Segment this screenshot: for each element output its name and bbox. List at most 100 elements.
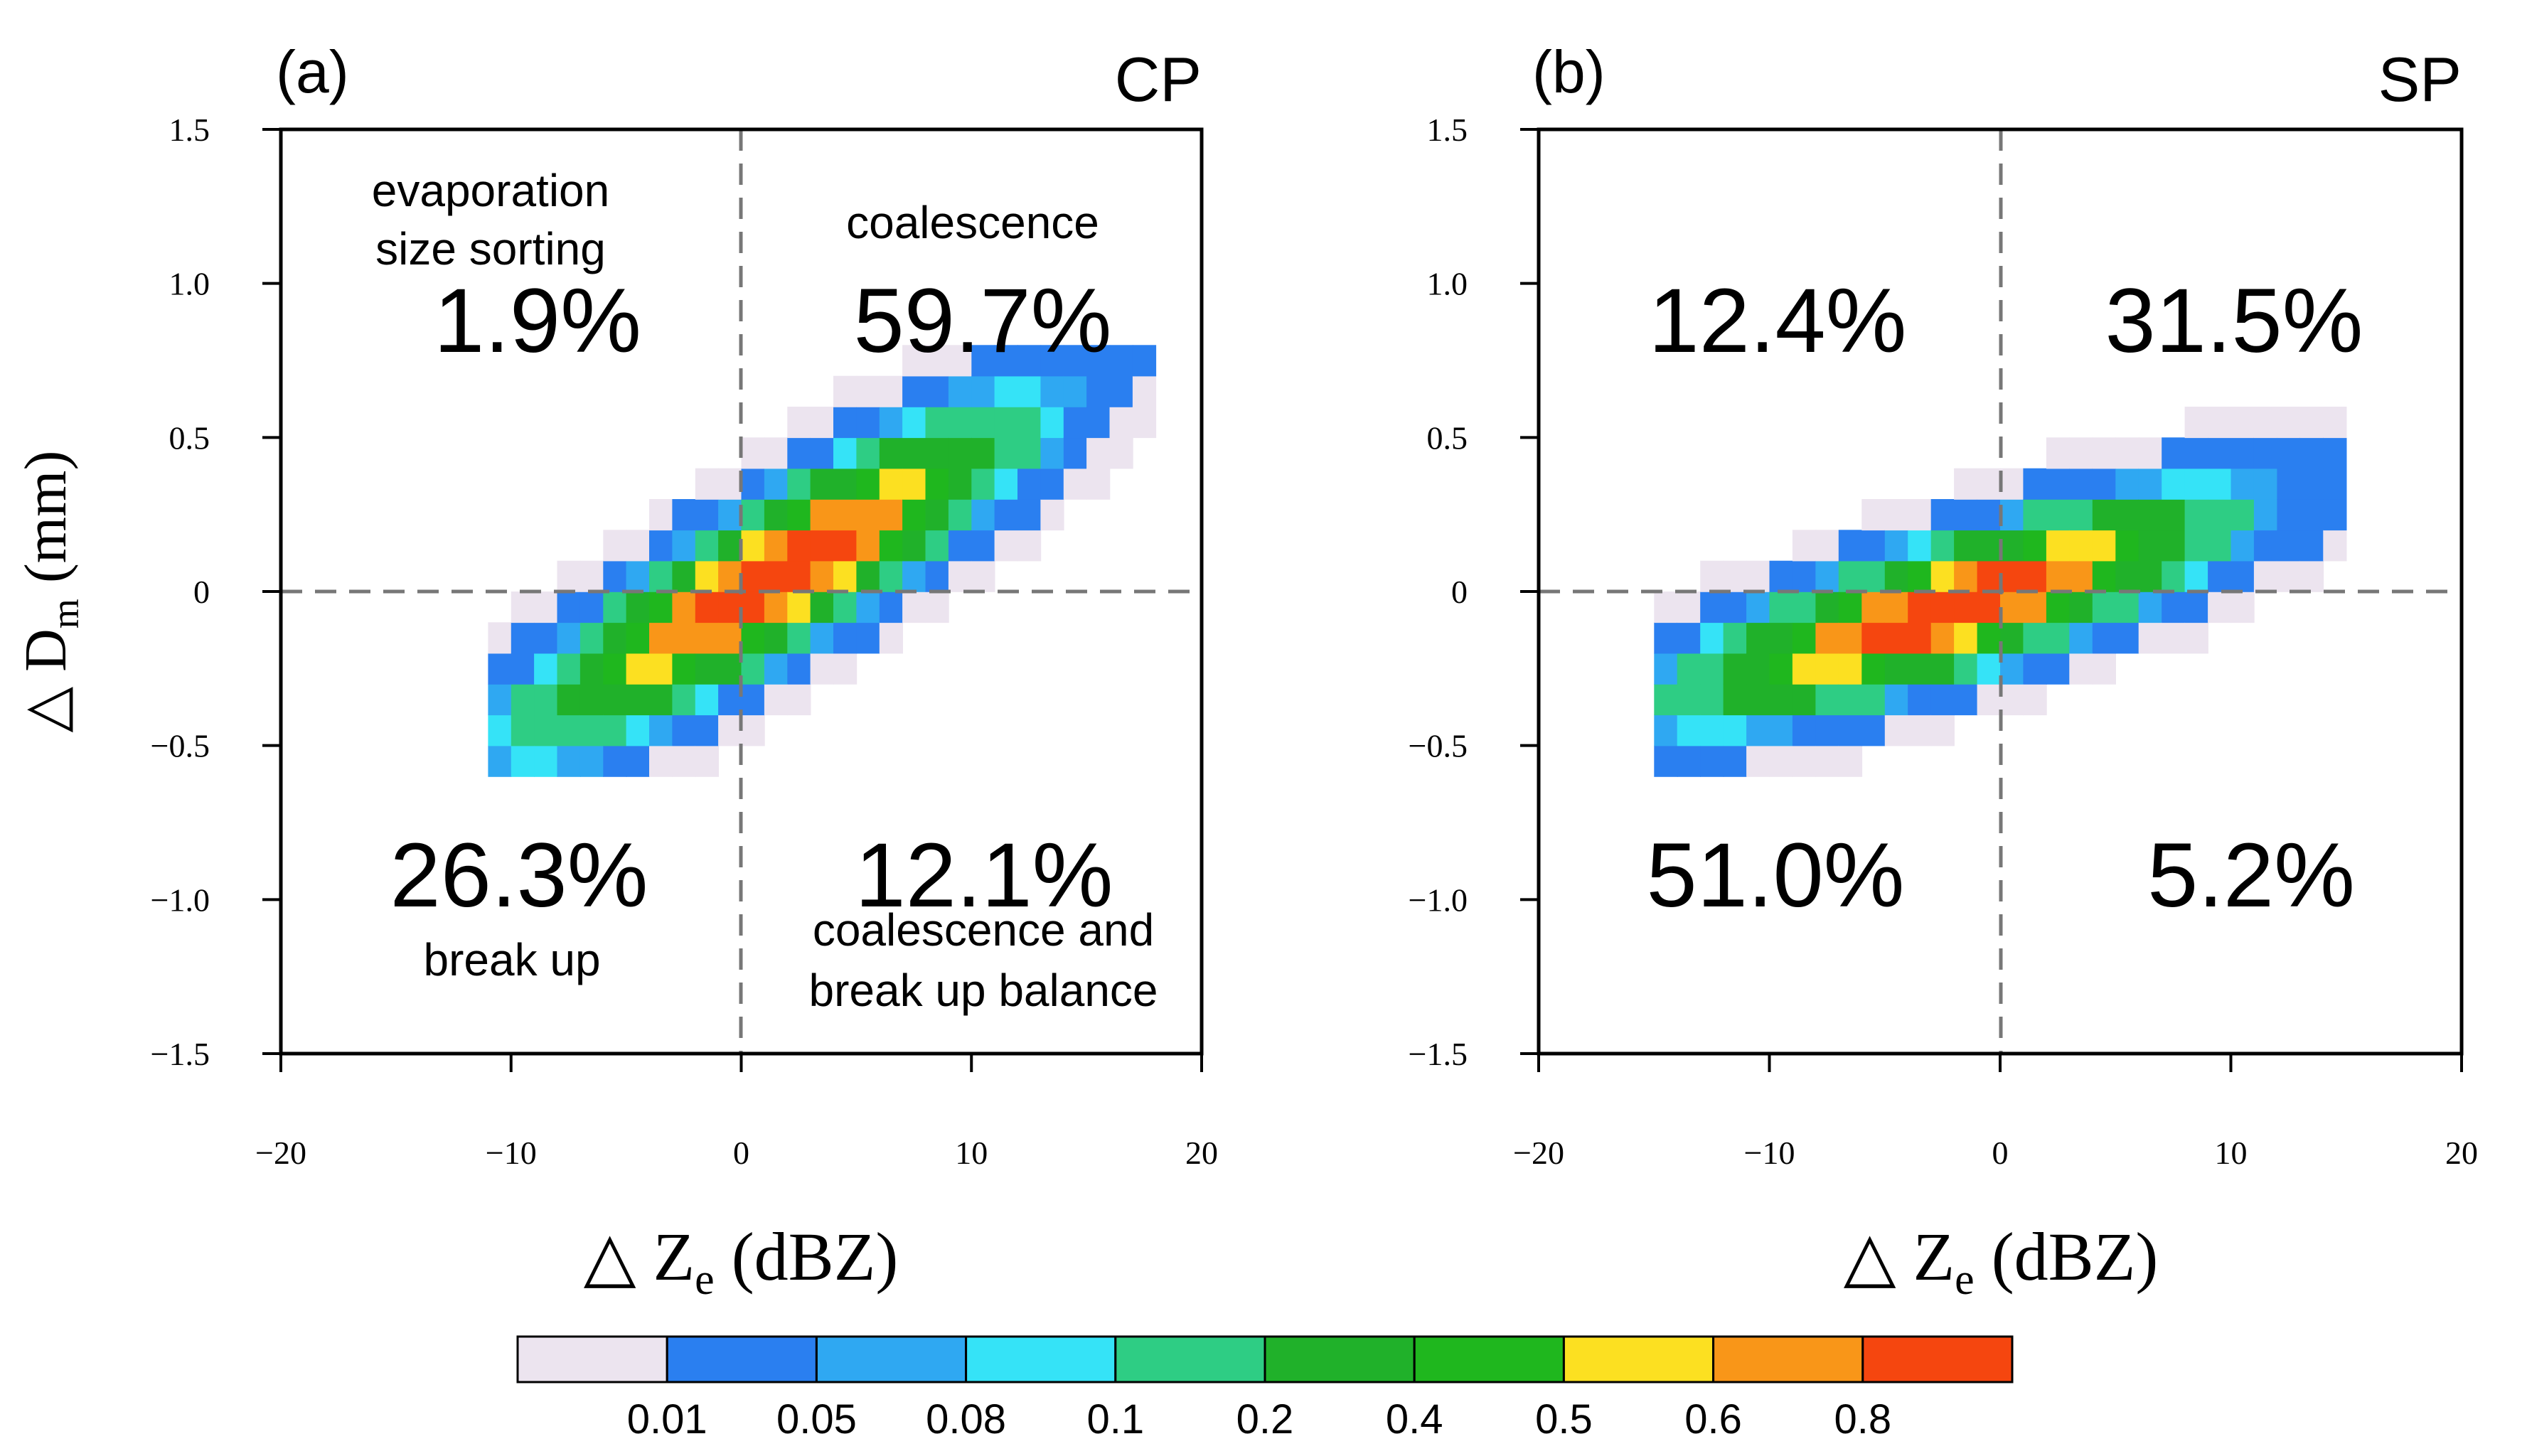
density-cell [2069,468,2093,500]
density-cell [511,714,535,746]
x-tick-label: 0 [1992,1135,2009,1171]
density-cell [1654,592,1678,623]
density-cell [649,653,673,685]
density-cell [2208,437,2232,469]
density-cell [1954,684,1978,716]
density-cell [672,684,696,716]
density-cell [2162,499,2186,531]
density-cell [1677,745,1701,777]
density-cell [2000,530,2024,562]
density-cell [1040,468,1064,500]
density-cell [672,499,696,531]
density-cell [1838,653,1863,685]
quadrant-label-break-up-balance: break up balance [808,965,1158,1016]
density-cell [603,622,627,654]
density-cell [1954,468,1978,500]
colorbar-level-label: 0.2 [1236,1396,1294,1442]
density-cell [1700,684,1724,716]
density-cell [2115,437,2139,469]
density-cell [1838,592,1863,623]
density-cell [2092,592,2116,623]
density-cell [1700,745,1724,777]
density-cell [579,684,604,716]
density-cell [1746,653,1770,685]
density-cell [787,560,811,592]
density-cell [1700,653,1724,685]
density-cell [1086,375,1111,407]
x-axis-label-a-main: △ Z [584,1219,695,1295]
density-cell [810,560,834,592]
density-cell [741,684,765,716]
density-cell [2000,468,2024,500]
density-cell [1838,622,1863,654]
density-cell [1977,592,2001,623]
density-cell [833,560,858,592]
density-cell [2069,530,2093,562]
density-cell [1132,407,1157,439]
density-cell [1815,622,1839,654]
density-cell [1723,560,1747,592]
colorbar-swatch [1562,1335,1715,1383]
density-cell [672,530,696,562]
density-cell [2069,560,2093,592]
density-cell [2092,499,2116,531]
density-cell [1930,499,1955,531]
density-cell [2299,437,2324,469]
colorbar-level-label: 0.1 [1086,1396,1144,1442]
colorbar: 0.01 0.05 0.08 0.1 0.2 0.4 0.5 0.6 0.8 [516,1335,2014,1442]
colorbar-swatch [516,1335,668,1383]
density-cell [787,530,811,562]
density-cell [1723,653,1747,685]
density-cell [833,592,858,623]
density-cell [2069,653,2093,685]
density-cell [971,530,995,562]
density-cell [2184,622,2208,654]
density-cell [1815,684,1839,716]
density-cell [1063,437,1087,469]
colorbar-swatch [1861,1335,2014,1383]
density-cell [741,437,765,469]
y-tick-label: 0 [1451,574,1468,610]
density-cell [1769,714,1793,746]
density-cell [2000,592,2024,623]
density-cell [971,560,995,592]
density-cell [2299,468,2324,500]
density-cell [1815,653,1839,685]
density-cell [2046,499,2071,531]
colorbar-swatch [666,1335,818,1383]
density-cell [902,468,926,500]
density-cell [1769,684,1793,716]
density-cell [764,684,789,716]
density-cell [971,375,995,407]
density-cell [833,530,858,562]
density-cell [557,653,581,685]
density-cell [2277,407,2301,439]
density-cell [579,622,604,654]
density-cell [1861,714,1886,746]
density-cell [695,714,719,746]
density-cell [511,592,535,623]
density-cell [787,468,811,500]
density-cells-a [488,345,1157,777]
density-cell [1908,499,1932,531]
density-cell [1769,745,1793,777]
density-cell [741,560,765,592]
density-cell [511,684,535,716]
density-cell [2046,560,2071,592]
density-cell [649,560,673,592]
density-cell [488,684,512,716]
density-cell [1040,437,1064,469]
density-cell [2046,653,2071,685]
density-cell [2138,592,2162,623]
density-cell [2069,437,2093,469]
density-cell [1677,684,1701,716]
percent-a-upper-left: 1.9% [434,270,641,372]
density-cell [718,530,742,562]
density-cell [856,375,880,407]
y-axis-label-unit: (mm) [13,451,79,584]
density-cell [2277,530,2301,562]
density-cell [2162,530,2186,562]
density-cell [2184,499,2208,531]
density-cell [672,560,696,592]
density-cell [879,468,903,500]
